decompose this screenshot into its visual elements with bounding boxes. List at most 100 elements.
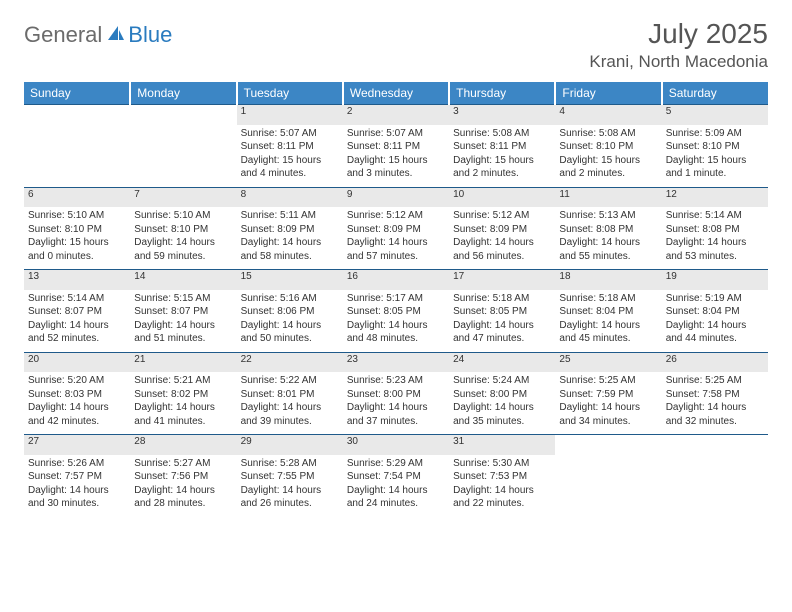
day-number-cell: 8: [237, 187, 343, 207]
day-number-cell: 5: [662, 105, 768, 125]
day-number-cell: [24, 105, 130, 125]
sunset-text: Sunset: 8:11 PM: [453, 140, 551, 154]
day1-text: Daylight: 14 hours: [134, 401, 232, 415]
day2-text: and 22 minutes.: [453, 497, 551, 511]
sunset-text: Sunset: 8:04 PM: [666, 305, 764, 319]
sunrise-text: Sunrise: 5:13 AM: [559, 209, 657, 223]
sunset-text: Sunset: 7:57 PM: [28, 470, 126, 484]
sunset-text: Sunset: 8:04 PM: [559, 305, 657, 319]
day1-text: Daylight: 14 hours: [666, 401, 764, 415]
day1-text: Daylight: 14 hours: [347, 319, 445, 333]
day-number-row: 12345: [24, 105, 768, 125]
day-number-cell: 12: [662, 187, 768, 207]
day-content-cell: Sunrise: 5:21 AMSunset: 8:02 PMDaylight:…: [130, 372, 236, 435]
sunrise-text: Sunrise: 5:23 AM: [347, 374, 445, 388]
day-content-cell: Sunrise: 5:15 AMSunset: 8:07 PMDaylight:…: [130, 290, 236, 353]
day2-text: and 47 minutes.: [453, 332, 551, 346]
day1-text: Daylight: 14 hours: [28, 484, 126, 498]
sunrise-text: Sunrise: 5:09 AM: [666, 127, 764, 141]
day2-text: and 51 minutes.: [134, 332, 232, 346]
day-content-cell: Sunrise: 5:20 AMSunset: 8:03 PMDaylight:…: [24, 372, 130, 435]
day-number-cell: 24: [449, 352, 555, 372]
title-block: July 2025 Krani, North Macedonia: [589, 18, 768, 72]
sunset-text: Sunset: 8:05 PM: [453, 305, 551, 319]
day2-text: and 42 minutes.: [28, 415, 126, 429]
day-content-row: Sunrise: 5:14 AMSunset: 8:07 PMDaylight:…: [24, 290, 768, 353]
day-content-cell: [130, 125, 236, 188]
sunset-text: Sunset: 7:53 PM: [453, 470, 551, 484]
day-content-cell: Sunrise: 5:27 AMSunset: 7:56 PMDaylight:…: [130, 455, 236, 517]
day2-text: and 41 minutes.: [134, 415, 232, 429]
day1-text: Daylight: 14 hours: [134, 236, 232, 250]
day-number-cell: [555, 435, 661, 455]
day-number-cell: 7: [130, 187, 236, 207]
weekday-header: Saturday: [662, 82, 768, 105]
logo-sail-icon: [106, 24, 126, 47]
day-number-row: 6789101112: [24, 187, 768, 207]
day-content-cell: Sunrise: 5:18 AMSunset: 8:04 PMDaylight:…: [555, 290, 661, 353]
sunset-text: Sunset: 7:59 PM: [559, 388, 657, 402]
day-number-cell: 17: [449, 270, 555, 290]
sunset-text: Sunset: 8:10 PM: [134, 223, 232, 237]
day-number-cell: 21: [130, 352, 236, 372]
day-content-cell: Sunrise: 5:30 AMSunset: 7:53 PMDaylight:…: [449, 455, 555, 517]
day2-text: and 50 minutes.: [241, 332, 339, 346]
weekday-header-row: Sunday Monday Tuesday Wednesday Thursday…: [24, 82, 768, 105]
day1-text: Daylight: 14 hours: [347, 236, 445, 250]
day1-text: Daylight: 14 hours: [559, 319, 657, 333]
sunset-text: Sunset: 7:55 PM: [241, 470, 339, 484]
day-content-cell: Sunrise: 5:25 AMSunset: 7:58 PMDaylight:…: [662, 372, 768, 435]
sunrise-text: Sunrise: 5:28 AM: [241, 457, 339, 471]
sunset-text: Sunset: 8:10 PM: [559, 140, 657, 154]
sunset-text: Sunset: 8:09 PM: [241, 223, 339, 237]
sunrise-text: Sunrise: 5:07 AM: [347, 127, 445, 141]
day-content-cell: [555, 455, 661, 517]
sunset-text: Sunset: 8:03 PM: [28, 388, 126, 402]
sunrise-text: Sunrise: 5:07 AM: [241, 127, 339, 141]
day-content-cell: Sunrise: 5:28 AMSunset: 7:55 PMDaylight:…: [237, 455, 343, 517]
logo-text-blue: Blue: [128, 22, 172, 48]
day-number-cell: [662, 435, 768, 455]
day-number-cell: 18: [555, 270, 661, 290]
day1-text: Daylight: 14 hours: [453, 236, 551, 250]
day2-text: and 39 minutes.: [241, 415, 339, 429]
sunrise-text: Sunrise: 5:25 AM: [666, 374, 764, 388]
day1-text: Daylight: 14 hours: [347, 401, 445, 415]
sunset-text: Sunset: 8:10 PM: [28, 223, 126, 237]
day-content-cell: Sunrise: 5:16 AMSunset: 8:06 PMDaylight:…: [237, 290, 343, 353]
day2-text: and 30 minutes.: [28, 497, 126, 511]
calendar-table: Sunday Monday Tuesday Wednesday Thursday…: [24, 82, 768, 517]
sunrise-text: Sunrise: 5:25 AM: [559, 374, 657, 388]
day2-text: and 26 minutes.: [241, 497, 339, 511]
day-content-row: Sunrise: 5:10 AMSunset: 8:10 PMDaylight:…: [24, 207, 768, 270]
day1-text: Daylight: 15 hours: [666, 154, 764, 168]
day-content-cell: [24, 125, 130, 188]
day1-text: Daylight: 14 hours: [241, 401, 339, 415]
day2-text: and 53 minutes.: [666, 250, 764, 264]
sunrise-text: Sunrise: 5:21 AM: [134, 374, 232, 388]
day-number-cell: 1: [237, 105, 343, 125]
sunset-text: Sunset: 8:00 PM: [347, 388, 445, 402]
day-number-cell: 14: [130, 270, 236, 290]
day-content-cell: Sunrise: 5:07 AMSunset: 8:11 PMDaylight:…: [343, 125, 449, 188]
sunrise-text: Sunrise: 5:16 AM: [241, 292, 339, 306]
weekday-header: Tuesday: [237, 82, 343, 105]
day-number-cell: 31: [449, 435, 555, 455]
day1-text: Daylight: 14 hours: [453, 319, 551, 333]
sunset-text: Sunset: 8:11 PM: [347, 140, 445, 154]
day2-text: and 58 minutes.: [241, 250, 339, 264]
day-number-cell: 20: [24, 352, 130, 372]
sunrise-text: Sunrise: 5:11 AM: [241, 209, 339, 223]
day-content-cell: Sunrise: 5:25 AMSunset: 7:59 PMDaylight:…: [555, 372, 661, 435]
sunrise-text: Sunrise: 5:17 AM: [347, 292, 445, 306]
day-content-cell: Sunrise: 5:12 AMSunset: 8:09 PMDaylight:…: [343, 207, 449, 270]
weekday-header: Thursday: [449, 82, 555, 105]
day-content-cell: Sunrise: 5:10 AMSunset: 8:10 PMDaylight:…: [24, 207, 130, 270]
day-content-cell: Sunrise: 5:12 AMSunset: 8:09 PMDaylight:…: [449, 207, 555, 270]
sunrise-text: Sunrise: 5:15 AM: [134, 292, 232, 306]
day-content-cell: Sunrise: 5:14 AMSunset: 8:07 PMDaylight:…: [24, 290, 130, 353]
day1-text: Daylight: 14 hours: [28, 401, 126, 415]
sunset-text: Sunset: 8:11 PM: [241, 140, 339, 154]
day-content-cell: Sunrise: 5:11 AMSunset: 8:09 PMDaylight:…: [237, 207, 343, 270]
day1-text: Daylight: 14 hours: [28, 319, 126, 333]
